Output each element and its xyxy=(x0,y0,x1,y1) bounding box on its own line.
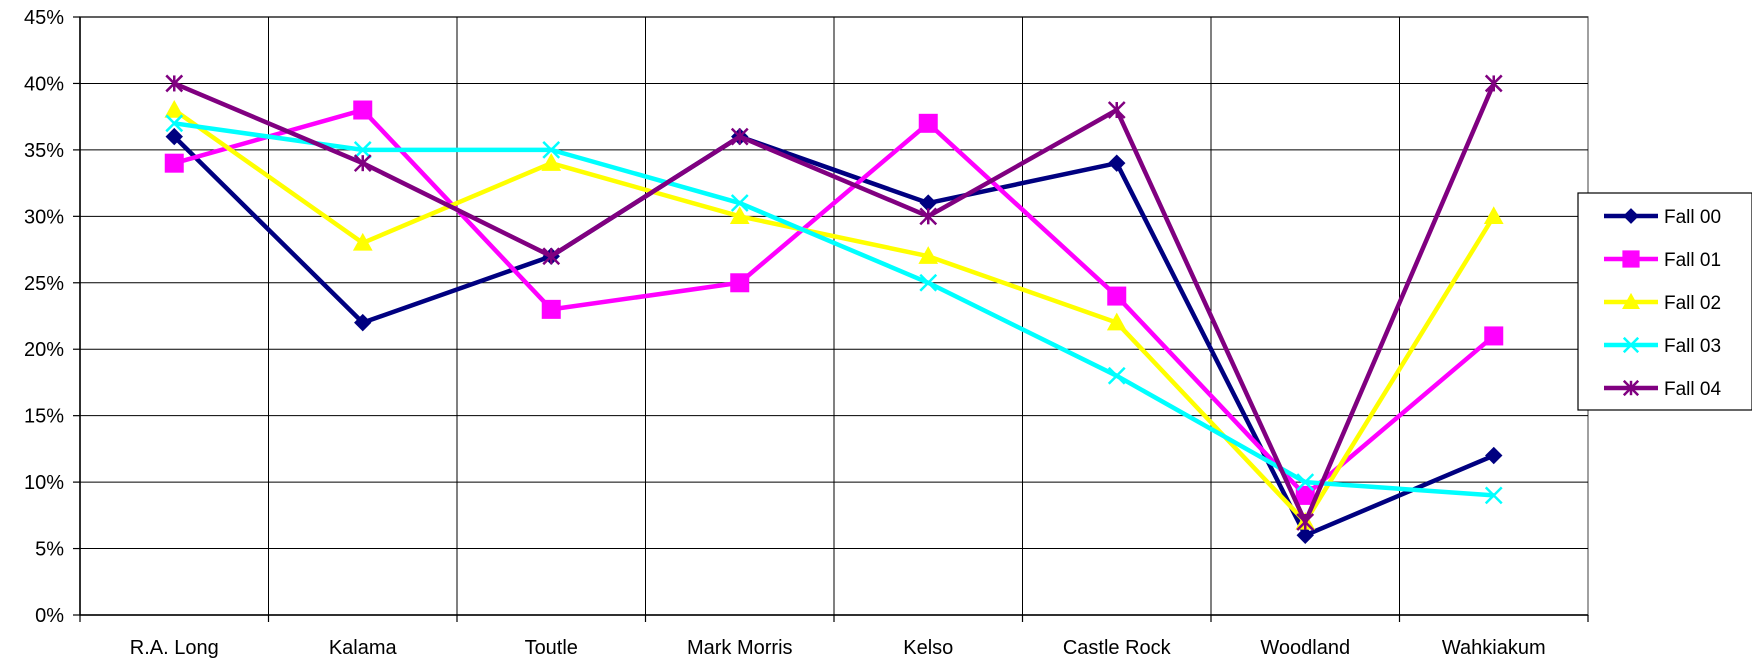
data-point-fall-04 xyxy=(353,154,372,173)
data-point-fall-04 xyxy=(1484,74,1503,93)
legend-entry-fall-00: Fall 00 xyxy=(1604,207,1721,228)
y-tick-label: 25% xyxy=(24,273,64,295)
data-point-fall-02 xyxy=(1483,206,1504,225)
y-tick-label: 0% xyxy=(35,605,64,627)
legend-label-fall-02: Fall 02 xyxy=(1664,293,1721,314)
data-point-fall-03-stroke xyxy=(730,194,749,212)
data-point-fall-01 xyxy=(1107,286,1127,306)
data-point-fall-03-stroke xyxy=(165,114,184,133)
x-category-label: Toutle xyxy=(525,637,578,658)
legend-label-fall-00: Fall 00 xyxy=(1664,207,1721,228)
series-line-fall-02 xyxy=(172,108,1496,525)
legend-label-fall-04: Fall 04 xyxy=(1664,379,1721,400)
x-category-label: Woodland xyxy=(1260,637,1350,658)
x-category-label: Mark Morris xyxy=(687,637,793,658)
legend: Fall 00 Fall 01 Fall 02 Fall 03 Fall 04 xyxy=(1577,192,1752,411)
y-tick-label: 5% xyxy=(35,539,64,561)
x-category-label: Kalama xyxy=(329,637,398,658)
data-point-fall-03 xyxy=(730,194,749,212)
data-point-fall-01 xyxy=(164,153,184,173)
data-point-fall-03-stroke xyxy=(1484,486,1503,505)
series-fall-02 xyxy=(164,99,1504,530)
x-category-label: Kelso xyxy=(903,637,953,658)
data-point-fall-03 xyxy=(1484,486,1503,505)
data-point-fall-04 xyxy=(542,247,561,266)
data-point-fall-04 xyxy=(919,207,938,226)
legend-entry-fall-03: Fall 03 xyxy=(1604,336,1721,357)
data-point-fall-03-stroke xyxy=(353,141,372,159)
series-line-fall-04 xyxy=(173,81,1496,525)
data-point-fall-03-stroke xyxy=(919,273,938,292)
data-point-fall-00 xyxy=(1296,526,1314,544)
data-point-fall-02 xyxy=(918,246,939,264)
data-point-fall-04 xyxy=(730,127,749,146)
data-point-fall-02 xyxy=(729,206,750,225)
series-line-fall-00 xyxy=(172,134,1495,538)
x-category-label: Wahkiakum xyxy=(1442,637,1546,658)
series-group xyxy=(164,74,1504,544)
data-point-fall-03 xyxy=(1296,473,1315,491)
data-point-fall-04 xyxy=(1296,513,1315,531)
data-point-fall-03 xyxy=(542,141,561,159)
legend-entry-fall-01: Fall 01 xyxy=(1604,250,1721,271)
data-point-fall-03 xyxy=(1107,366,1126,385)
data-point-fall-00 xyxy=(1108,154,1126,172)
data-point-fall-03 xyxy=(165,114,184,133)
legend-label-fall-03: Fall 03 xyxy=(1664,336,1721,357)
data-point-fall-03-stroke xyxy=(1296,473,1315,491)
data-point-fall-01 xyxy=(353,100,373,120)
data-point-fall-04 xyxy=(1107,101,1126,119)
y-axis-ticks: 0% 5% 10% 15% 20% 25% 30% 35% 40% 45% xyxy=(24,7,80,627)
data-point-fall-01 xyxy=(541,299,561,319)
data-point-fall-02 xyxy=(352,232,373,251)
y-tick-label: 10% xyxy=(24,472,64,494)
data-point-fall-02 xyxy=(164,99,185,118)
series-fall-03 xyxy=(165,114,1503,505)
x-category-label: R.A. Long xyxy=(130,637,219,658)
y-tick-label: 30% xyxy=(24,206,64,228)
data-point-fall-00 xyxy=(354,313,372,332)
y-tick-label: 20% xyxy=(24,339,64,361)
data-point-fall-02 xyxy=(541,153,562,171)
data-point-fall-03 xyxy=(919,273,938,292)
data-point-fall-01 xyxy=(730,273,750,293)
data-point-fall-01 xyxy=(918,113,938,133)
series-line-fall-03 xyxy=(173,121,1494,498)
x-axis-ticks: R.A. Long Kalama Toutle Mark Morris Kelso Cas… xyxy=(79,615,1589,658)
legend-marker-fall-04 xyxy=(1622,379,1640,397)
legend-marker-fall-01 xyxy=(1622,250,1640,268)
legend-entry-fall-02: Fall 02 xyxy=(1604,292,1721,314)
legend-label-fall-01: Fall 01 xyxy=(1664,250,1721,271)
x-category-label: Castle Rock xyxy=(1063,637,1172,658)
data-point-fall-00 xyxy=(165,127,183,146)
data-point-fall-03 xyxy=(353,141,372,159)
data-point-fall-01 xyxy=(1484,326,1504,346)
data-point-fall-03-stroke xyxy=(1107,366,1126,385)
series-fall-04 xyxy=(165,74,1503,531)
y-tick-label: 15% xyxy=(24,406,64,428)
y-tick-label: 35% xyxy=(24,140,64,162)
data-point-fall-00 xyxy=(1485,446,1503,465)
legend-entry-fall-04: Fall 04 xyxy=(1604,379,1721,400)
legend-marker-fall-03 xyxy=(1622,336,1640,354)
data-point-fall-02 xyxy=(1106,312,1127,331)
y-tick-label: 40% xyxy=(24,73,64,95)
gridlines xyxy=(80,16,1588,615)
data-point-fall-04 xyxy=(165,74,184,93)
y-tick-label: 45% xyxy=(24,7,64,29)
legend-marker-fall-00 xyxy=(1623,208,1639,224)
legend-marker-fall-03-stroke xyxy=(1622,336,1640,354)
legend-marker-fall-02 xyxy=(1622,292,1640,309)
data-point-fall-03-stroke xyxy=(542,141,561,159)
